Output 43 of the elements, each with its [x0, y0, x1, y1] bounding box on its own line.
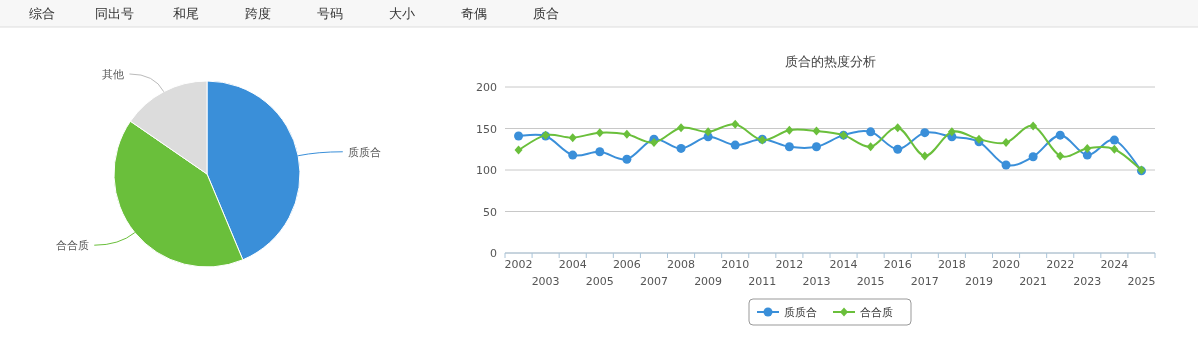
- x-tick-label: 2023: [1073, 275, 1102, 288]
- x-tick-label: 2016: [883, 258, 912, 271]
- text: 奇偶: [461, 6, 487, 21]
- x-tick-label: 2021: [1019, 275, 1048, 288]
- x-tick-label: 2010: [721, 258, 750, 271]
- text: 综合: [29, 6, 55, 21]
- text: 号码: [317, 6, 343, 21]
- text: 跨度: [245, 6, 271, 21]
- x-tick-label: 2003: [531, 275, 560, 288]
- x-tick-label: 2012: [775, 258, 804, 271]
- x-tick-label: 2002: [504, 258, 533, 271]
- x-tick-label: 2008: [667, 258, 696, 271]
- y-tick-label: 150: [476, 122, 497, 136]
- x-tick-label: 2014: [829, 258, 858, 271]
- x-tick-label: 2019: [964, 275, 993, 288]
- x-tick-label: 2020: [992, 258, 1021, 271]
- text: 和尾: [173, 6, 199, 21]
- y-tick-label: 100: [476, 164, 497, 177]
- legend-label: 质质合: [784, 306, 817, 319]
- x-tick-label: 2017: [910, 275, 939, 288]
- x-tick-label: 2011: [748, 275, 777, 288]
- x-tick-label: 2022: [1046, 258, 1075, 271]
- slice-label: 其他: [102, 67, 125, 81]
- y-tick-label: 0: [490, 247, 497, 260]
- y-tick-label: 50: [483, 205, 497, 219]
- x-tick-label: 2009: [694, 275, 723, 288]
- slice-label: 合合质: [56, 239, 90, 253]
- text: 质合: [533, 6, 559, 21]
- x-tick-label: 2004: [558, 258, 587, 271]
- y-tick-label: 200: [476, 81, 497, 94]
- x-tick-label: 2005: [585, 275, 614, 288]
- text: 同出号: [94, 6, 134, 21]
- legend-label: 合合质: [860, 306, 893, 319]
- chart-title: 质合的热度分析: [784, 54, 876, 69]
- text: 大小: [389, 6, 415, 21]
- x-tick-label: 2025: [1127, 275, 1156, 288]
- x-tick-label: 2006: [612, 258, 641, 271]
- x-tick-label: 2007: [639, 275, 668, 288]
- x-tick-label: 2018: [937, 258, 966, 271]
- x-tick-label: 2013: [802, 275, 831, 288]
- x-tick-label: 2024: [1100, 258, 1129, 271]
- x-tick-label: 2015: [856, 275, 885, 288]
- slice-label: 质质合: [347, 145, 381, 159]
